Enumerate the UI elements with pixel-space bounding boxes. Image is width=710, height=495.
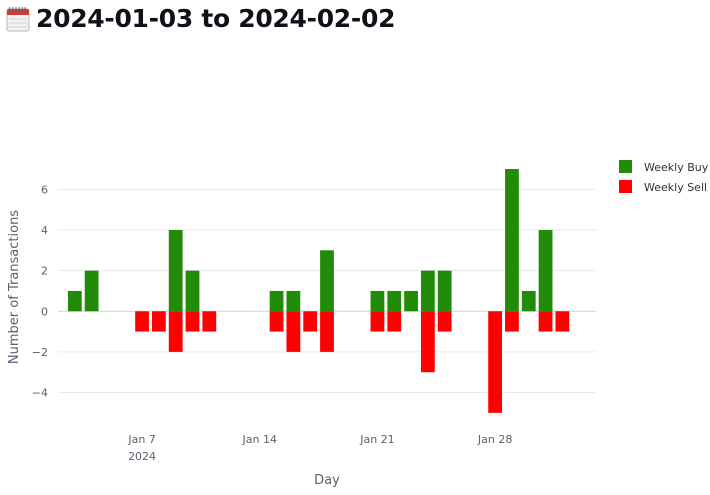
weekly-buy-bar[interactable] (420, 270, 435, 312)
weekly-sell-bar[interactable] (135, 311, 149, 332)
legend-swatch (619, 160, 632, 173)
y-tick-label: −4 (32, 387, 48, 400)
weekly-buy-bar[interactable] (370, 290, 385, 312)
weekly-buy-bar[interactable] (437, 270, 452, 312)
x-axis-ticks: Jan 7 2024 Jan 14 Jan 21 Jan 28 (127, 433, 512, 463)
weekly-sell-bar[interactable] (151, 311, 166, 332)
legend-item-weekly-buy[interactable]: Weekly Buy (619, 160, 709, 174)
weekly-buy-bar[interactable] (67, 290, 82, 312)
weekly-buy-bar[interactable] (387, 290, 402, 312)
legend-swatch (619, 180, 632, 193)
y-tick-label: 0 (41, 305, 48, 318)
x-tick-year-label: 2024 (128, 450, 156, 463)
weekly-buy-bar[interactable] (538, 229, 553, 312)
y-axis-title: Number of Transactions (7, 210, 22, 364)
x-axis-title: Day (314, 473, 340, 488)
calendar-icon (6, 6, 30, 31)
weekly-buy-bar[interactable] (185, 270, 200, 312)
weekly-sell-bar[interactable] (538, 311, 553, 332)
page-title: 2024-01-03 to 2024-02-02 (36, 4, 396, 33)
legend[interactable]: Weekly Buy Weekly Sell (619, 160, 709, 194)
x-tick-label: Jan 7 (127, 433, 155, 446)
weekly-sell-bar[interactable] (555, 311, 570, 332)
weekly-buy-bar[interactable] (168, 229, 183, 312)
weekly-sell-bar[interactable] (185, 311, 200, 332)
y-tick-label: −2 (32, 346, 48, 359)
y-axis-ticks: −4 −2 0 2 4 6 (32, 183, 48, 399)
legend-label: Weekly Buy (644, 161, 709, 174)
weekly-buy-bar[interactable] (320, 250, 334, 312)
legend-item-weekly-sell[interactable]: Weekly Sell (619, 180, 707, 194)
weekly-buy-bar[interactable] (269, 290, 284, 312)
weekly-buy-bar[interactable] (505, 169, 519, 312)
weekly-sell-bar[interactable] (269, 311, 284, 332)
y-tick-label: 6 (41, 183, 48, 196)
weekly-sell-bar[interactable] (437, 311, 452, 332)
weekly-buy-bar[interactable] (404, 290, 418, 312)
weekly-sell-bar[interactable] (370, 311, 385, 332)
weekly-sell-bar[interactable] (202, 311, 217, 332)
weekly-sell-bar[interactable] (303, 311, 318, 332)
weekly-sell-bar[interactable] (286, 311, 301, 352)
weekly-sell-bar[interactable] (168, 311, 183, 352)
x-tick-label: Jan 28 (477, 433, 512, 446)
x-tick-label: Jan 21 (359, 433, 394, 446)
legend-label: Weekly Sell (644, 181, 707, 194)
x-tick-label: Jan 14 (242, 433, 277, 446)
weekly-buy-bar[interactable] (521, 290, 536, 312)
weekly-sell-bar[interactable] (320, 311, 334, 352)
weekly-sell-bar[interactable] (488, 311, 503, 413)
weekly-sell-bar[interactable] (505, 311, 519, 332)
bars (67, 169, 570, 413)
page-header: 2024-01-03 to 2024-02-02 (6, 4, 395, 33)
y-tick-label: 4 (41, 224, 48, 237)
weekly-sell-bar[interactable] (387, 311, 402, 332)
weekly-sell-bar[interactable] (420, 311, 435, 373)
weekly-buy-bar[interactable] (84, 270, 99, 312)
weekly-buy-bar[interactable] (286, 290, 301, 312)
y-tick-label: 2 (41, 265, 48, 278)
